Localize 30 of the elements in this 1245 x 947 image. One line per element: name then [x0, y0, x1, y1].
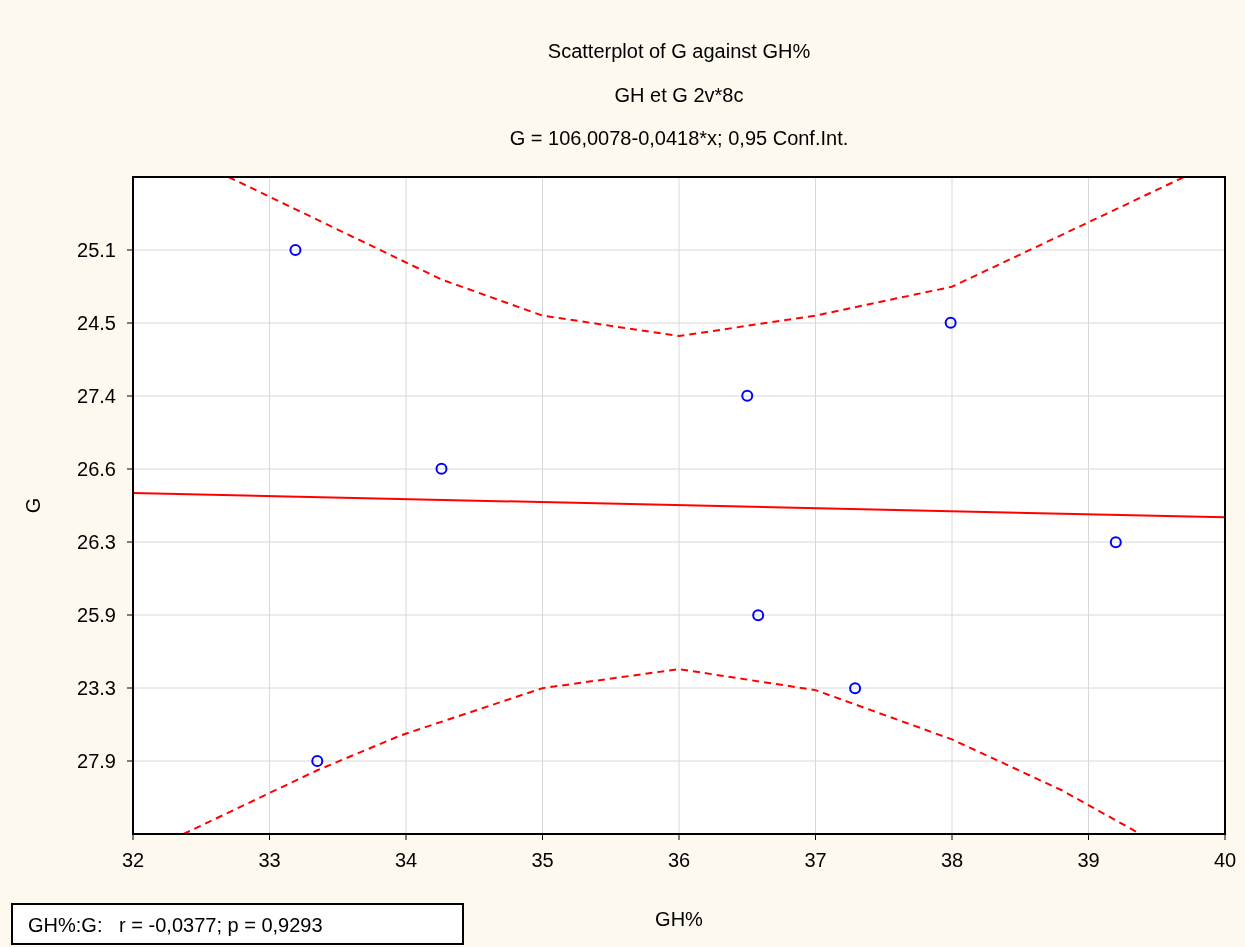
point: [741, 389, 754, 402]
point: [849, 682, 862, 695]
x-tick-label: 36: [667, 849, 691, 871]
category-label: 27.4: [77, 385, 116, 407]
x-tick-label: 34: [394, 849, 418, 871]
y-axis-title: G: [22, 497, 44, 514]
point: [435, 462, 448, 475]
category-label: 26.3: [77, 531, 116, 553]
point: [289, 243, 302, 256]
chart-title: Scatterplot of G against GH%: [547, 40, 811, 62]
chart-subtitle: GH et G 2v*8c G = 106,0078-0,0418*x; 0,95 Conf.Int.: [509, 84, 849, 149]
point: [1109, 536, 1122, 549]
point: [944, 316, 957, 329]
x-tick-label: 39: [1077, 849, 1100, 871]
x-tick-label: 35: [531, 849, 554, 871]
point: [752, 609, 765, 622]
text: GH%:G: r = -0,0377; p = 0,9293: [28, 914, 323, 936]
x-tick-label: 40: [1213, 849, 1237, 871]
point: [311, 755, 324, 768]
category-label: 23.3: [77, 677, 116, 699]
category-label: 25.1: [77, 239, 116, 261]
x-tick-label: 32: [121, 849, 145, 871]
x-axis-title: GH%: [655, 908, 704, 930]
category-label: 25.9: [77, 604, 116, 626]
category-label: 24.5: [77, 312, 116, 334]
x-tick-label: 37: [804, 849, 827, 871]
x-tick-label: 38: [940, 849, 964, 871]
category-label: 27.9: [77, 750, 116, 772]
category-label: 26.6: [77, 458, 116, 480]
x-tick-label: 33: [258, 849, 281, 871]
